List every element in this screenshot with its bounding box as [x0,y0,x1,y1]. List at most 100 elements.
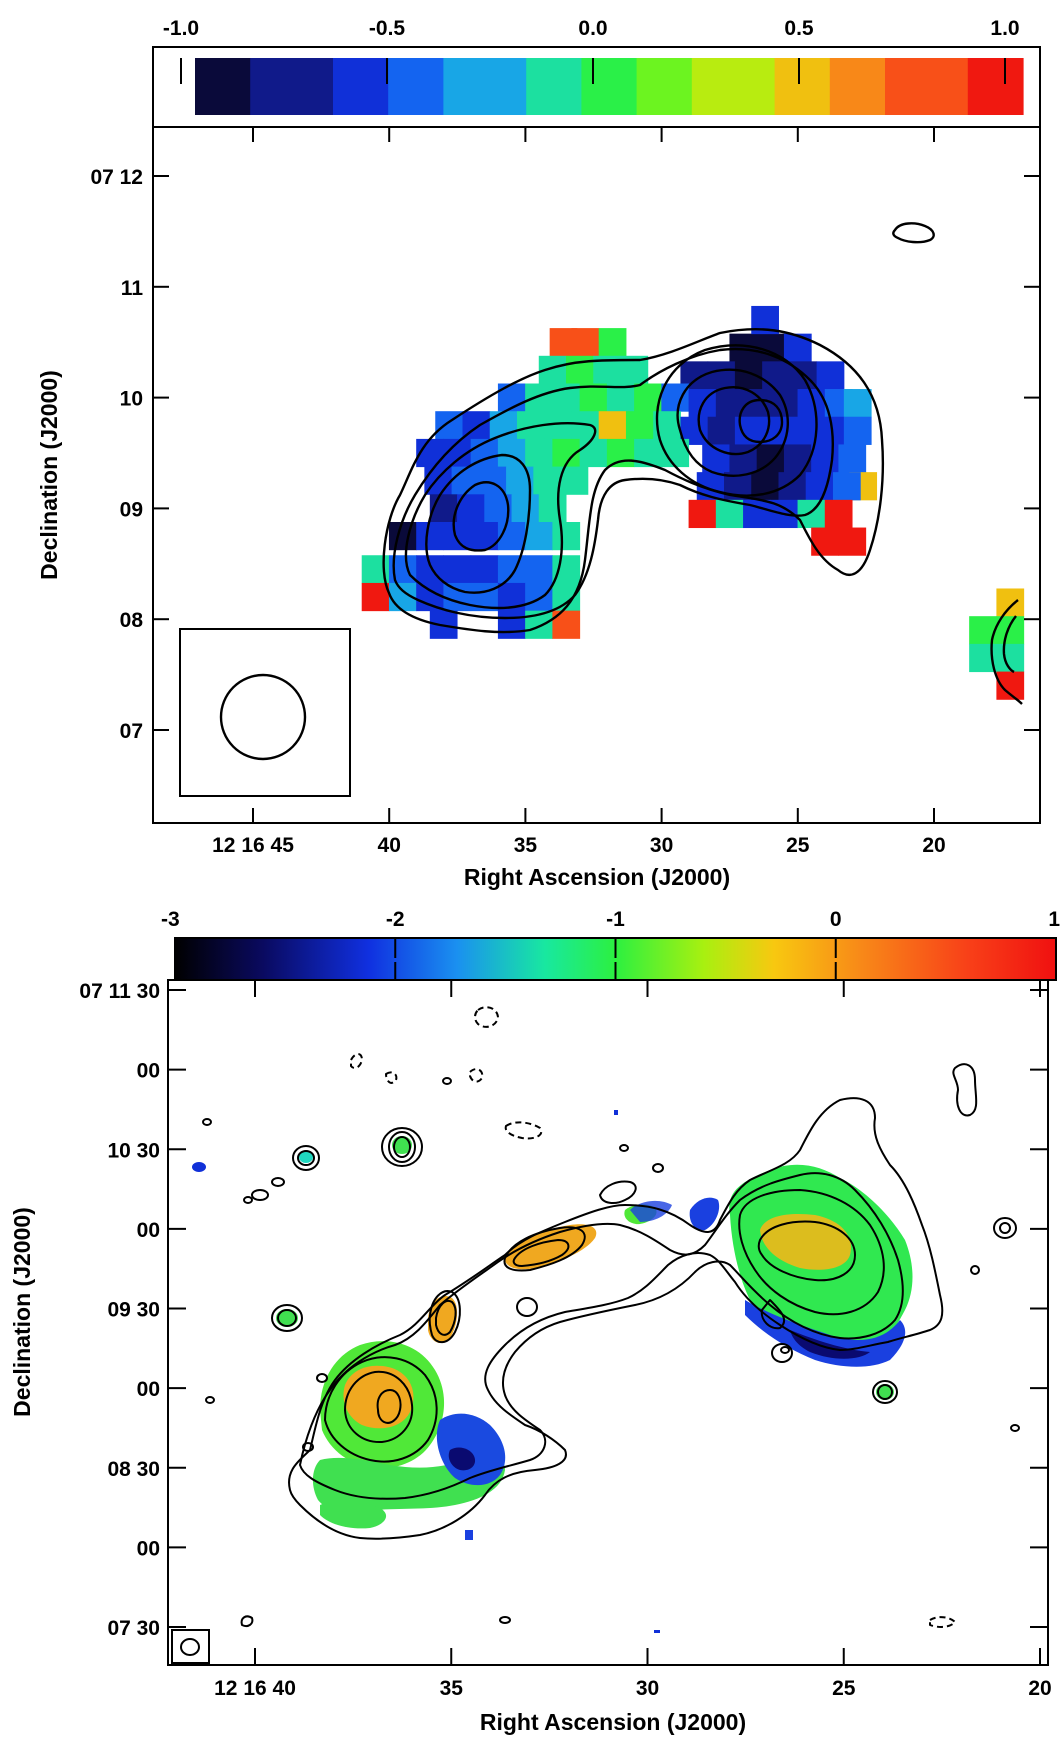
contour-1-fourth [425,453,532,594]
y-tick-label-2: 00 [137,1537,160,1560]
colorbar-1-cell [802,58,831,115]
spectral-index-pixel [598,411,627,440]
y-tick-label-1: 08 [120,609,144,632]
contour-2-compact-2b [297,1150,315,1166]
contour-2-east-3 [757,1220,856,1282]
y-tick-label-2: 10 30 [107,1139,160,1162]
y-tick-label-2: 00 [137,1060,160,1083]
spectral-index-pixel [388,522,417,551]
contour-1-third [404,422,597,610]
colorbar-1-cell [995,58,1024,115]
patch-west-lower-blue [436,1413,506,1486]
colorbar-1-cell [222,58,251,115]
colorbar-2-tick-label: 1 [1048,908,1060,931]
beam-ellipse-1 [219,673,307,761]
y-tick-label-1: 11 [121,277,144,300]
contour-2-blob-ne [952,1063,978,1117]
colorbar-2-tick-label: 0 [830,908,842,931]
spectral-index-pixel [538,494,567,523]
contour-2-west-4 [376,1389,402,1424]
spectral-index-pixel [579,438,608,468]
colorbar-2-tick-label: -2 [386,908,405,931]
contour-2-blob-jet-west [599,1180,637,1204]
contour-2-small-s [385,1071,398,1084]
y-tick-label-2: 00 [137,1378,160,1401]
patch-east-lobe-edge-blue [745,1300,906,1367]
beam-box-1 [179,628,351,797]
colorbar-1-cell [829,58,858,115]
y-tick-label-1: 10 [120,388,143,411]
spectral-index-pixel [838,527,867,556]
contour-2-compact-5b [999,1222,1011,1234]
spectral-index-pixel [552,555,581,584]
spectral-index-pixel [606,438,635,468]
spectral-index-pixel [497,610,526,639]
spectral-index-pixel [443,555,472,584]
colorbar-1-tick-label: -0.5 [369,17,406,40]
spectral-index-pixel [811,444,839,473]
beam-ellipse-2 [180,1638,200,1656]
spectral-index-pixel [783,444,812,473]
colorbar-1-cell [940,58,969,115]
contour-2-small-q [474,1006,499,1028]
spectral-index-pixel [824,499,853,529]
colorbar-1-cell [388,58,417,115]
spectral-index-pixel [497,555,526,584]
contour-2-compact-2 [292,1145,320,1171]
spectral-index-pixel [416,522,444,551]
spectral-index-pixel [707,416,736,445]
contour-2-small-l [499,1616,511,1624]
contour-2-compact-6 [516,1297,538,1317]
x-tick-label-2: 20 [1028,1677,1051,1700]
contour-2-small-u [504,1121,543,1140]
spectral-index-pixel [715,389,744,418]
spectral-index-map-1 [361,305,1025,700]
x-tick-label-2: 35 [440,1677,464,1700]
colorbar-1-cell [912,58,941,115]
spectral-index-pixel [606,383,635,412]
patch-compact-nw3 [192,1162,206,1172]
spectral-index-pixel [525,438,553,468]
contour-2-small-p [929,1616,956,1628]
patch-speck-1 [614,1110,618,1115]
y-tick-label-2: 07 11 30 [79,980,160,1003]
contour-2-compact-5 [993,1217,1017,1239]
spectral-index-pixel [715,499,744,529]
contour-1-edge [990,599,1023,705]
patch-jet-knot-1 [504,1224,597,1270]
colorbar-1-cell [443,58,472,115]
y-axis-title-1: Declination (J2000) [36,370,62,580]
contour-2-small-a [251,1189,269,1201]
contour-2-compact-4b [877,1384,893,1400]
spectral-index-pixel [470,555,499,584]
spectral-index-pixel [443,582,472,612]
contour-2-compact-3b [277,1309,297,1327]
contour-2-small-i [1010,1424,1020,1432]
spectral-index-pixel [598,328,627,357]
contour-1-edge-inner [1002,615,1017,674]
spectral-index-pixel [511,494,540,523]
spectral-index-pixel [996,616,1025,645]
spectral-index-pixel [579,383,608,412]
contour-1-east-3 [697,385,771,456]
spectral-index-pixel [533,466,562,495]
colorbar-1-cell [967,58,996,115]
contour-2-compact-1b [393,1136,411,1158]
contour-2-east-outer-knot [760,1299,786,1330]
contour-2-east-inner [738,1189,885,1316]
colorbar-1-tick-label: 0.5 [784,17,814,40]
contour-2-small-n [442,1077,452,1085]
spectral-index-pixel [688,499,717,529]
contour-2-compact-1c [381,1127,423,1167]
colorbar-1-cell [719,58,748,115]
y-tick-label-2: 00 [137,1219,160,1242]
contour-1-east-1 [655,344,818,497]
contour-1-east-4 [738,398,784,444]
contour-2-small-d [202,1118,212,1126]
y-tick-label-1: 07 12 [90,166,143,189]
colorbar-1-cell [250,58,279,115]
colorbar-1-cell [415,58,444,115]
patch-bottom-left [320,1500,387,1529]
colorbar-1-cell [581,58,610,115]
patch-east-lobe-edge-dark [790,1330,870,1359]
